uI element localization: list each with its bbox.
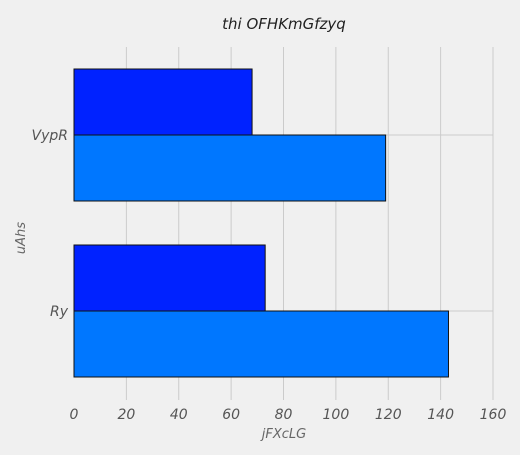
x-tick-label: 20: [117, 407, 135, 423]
x-tick-label: 100: [323, 407, 350, 423]
x-tick-label: 40: [170, 407, 188, 423]
chart-title: thi OFHKmGfzyq: [222, 15, 346, 33]
x-axis-label: jFXcLG: [260, 427, 306, 442]
x-tick-label: 120: [375, 407, 402, 423]
x-tick-label: 60: [222, 407, 240, 423]
bars: [73, 68, 449, 378]
bar-ry-series-1: [73, 310, 449, 378]
x-tick-labels: 0 20 40 60 80 100 120 140 160: [70, 407, 507, 423]
y-tick-label: VypR: [32, 128, 68, 144]
y-axis-label: uAhs: [14, 222, 29, 254]
bar-ry-series-2: [73, 244, 266, 312]
y-tick-labels: Ry VypR: [32, 128, 69, 320]
y-tick-label: Ry: [50, 304, 69, 320]
bar-vypr-series-2: [73, 68, 253, 136]
x-tick-label: 80: [275, 407, 293, 423]
x-tick-label: 140: [427, 407, 454, 423]
bar-vypr-series-1: [73, 134, 387, 202]
x-tick-label: 160: [480, 407, 507, 423]
x-tick-label: 0: [70, 407, 79, 423]
